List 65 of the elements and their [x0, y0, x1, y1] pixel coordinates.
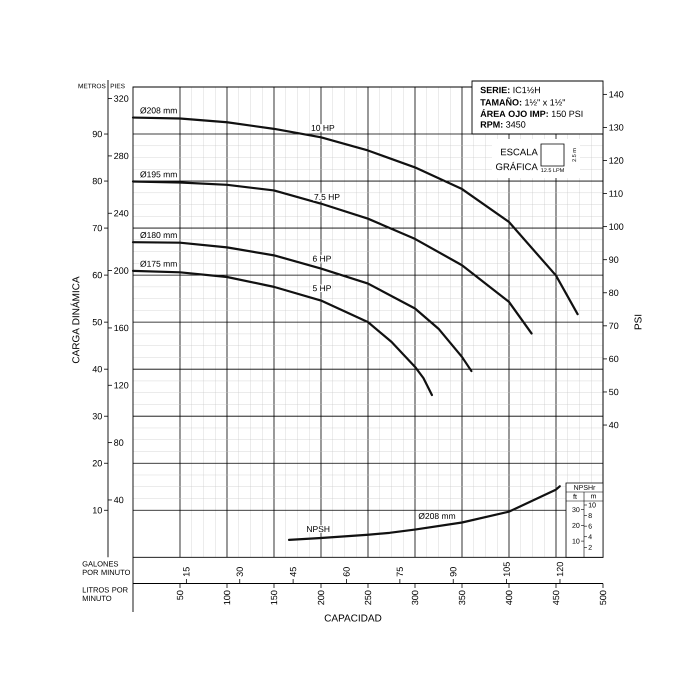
y-axis-title: CARGA DINÁMICA: [70, 276, 80, 364]
y2-tick-label: 160: [114, 324, 128, 332]
x-tick-label: 100: [224, 590, 230, 605]
y-tick-label: 10: [92, 507, 102, 514]
annotation: NPSH: [307, 526, 330, 532]
y3-axis-title: PSI: [634, 314, 642, 330]
x-tick-label: 350: [458, 590, 466, 605]
annotation: ÁREA OJO IMP: 150 PSI: [480, 108, 582, 118]
x2-tick-label: 60: [343, 567, 350, 576]
x2-tick-label: 120: [556, 562, 564, 576]
y3-tick-label: 120: [609, 157, 624, 164]
y-tick-label: 40: [92, 366, 102, 372]
series-label: Ø208 mm: [140, 107, 177, 114]
y2-tick-label: 80: [114, 439, 124, 446]
x2-tick-label: 30: [236, 567, 243, 576]
y-tick-label: 90: [92, 130, 102, 138]
y-tick-label: 80: [92, 178, 102, 184]
annotation: TAMAÑO: 1½" x 1½": [480, 97, 566, 106]
y-tick-label: 60: [92, 272, 102, 278]
x-tick-label: 300: [412, 590, 418, 605]
y3-tick-label: 140: [609, 91, 624, 98]
y3-tick-label: 50: [609, 388, 618, 396]
annotation: GRÁFICA: [496, 162, 538, 170]
y2-tick-label: 320: [114, 95, 128, 102]
x-axis-title: CAPACIDAD: [324, 614, 382, 622]
y2-tick-label: 120: [114, 382, 128, 388]
annotation: SERIE: IC1½H: [480, 86, 540, 94]
annotation: ESCALA: [501, 148, 538, 156]
x-tick-label: 250: [364, 590, 372, 605]
y3-tick-label: 130: [609, 124, 624, 131]
annotation: 7.5 HP: [314, 194, 340, 200]
x-tick-label: 150: [270, 590, 278, 605]
y2-tick-label: 40: [114, 496, 124, 504]
x2-tick-label: 90: [450, 567, 456, 576]
annotation: 6 HP: [312, 256, 331, 262]
y2-tick-label: 200: [114, 267, 128, 274]
annotation: 10 HP: [312, 124, 334, 131]
x-tick-label: 50: [176, 590, 184, 600]
annotation: RPM: 3450: [480, 121, 526, 128]
y-tick-label: 50: [92, 318, 102, 326]
y2-tick-label: 280: [114, 152, 128, 160]
x-tick-label: 500: [600, 590, 606, 605]
series-label: Ø195 mm: [140, 171, 177, 178]
x2-tick-label: 45: [290, 567, 296, 577]
annotation: Ø208 mm: [418, 512, 456, 520]
y2-tick-label: 240: [114, 210, 128, 216]
x2-tick-label: 105: [503, 562, 510, 576]
series-label: Ø175 mm: [140, 260, 177, 267]
y3-tick-label: 40: [608, 422, 618, 428]
y-tick-label: 20: [92, 460, 102, 466]
x2-tick-label: 15: [183, 567, 190, 576]
y-tick-label: 70: [92, 224, 102, 232]
y3-tick-label: 110: [609, 190, 623, 197]
y3-tick-label: 100: [609, 223, 624, 230]
y3-tick-label: 60: [609, 356, 618, 362]
x-tick-label: 450: [552, 590, 560, 606]
series-label: Ø180 mm: [140, 232, 177, 238]
x-tick-label: 400: [506, 590, 512, 606]
y3-tick-label: 90: [609, 256, 618, 263]
y-tick-label: 30: [92, 413, 102, 420]
x-tick-label: 200: [318, 590, 324, 605]
annotation: 5 HP: [312, 285, 331, 292]
y3-tick-label: 80: [609, 290, 618, 296]
x2-tick-label: 75: [396, 567, 404, 576]
y3-tick-label: 70: [609, 322, 618, 330]
